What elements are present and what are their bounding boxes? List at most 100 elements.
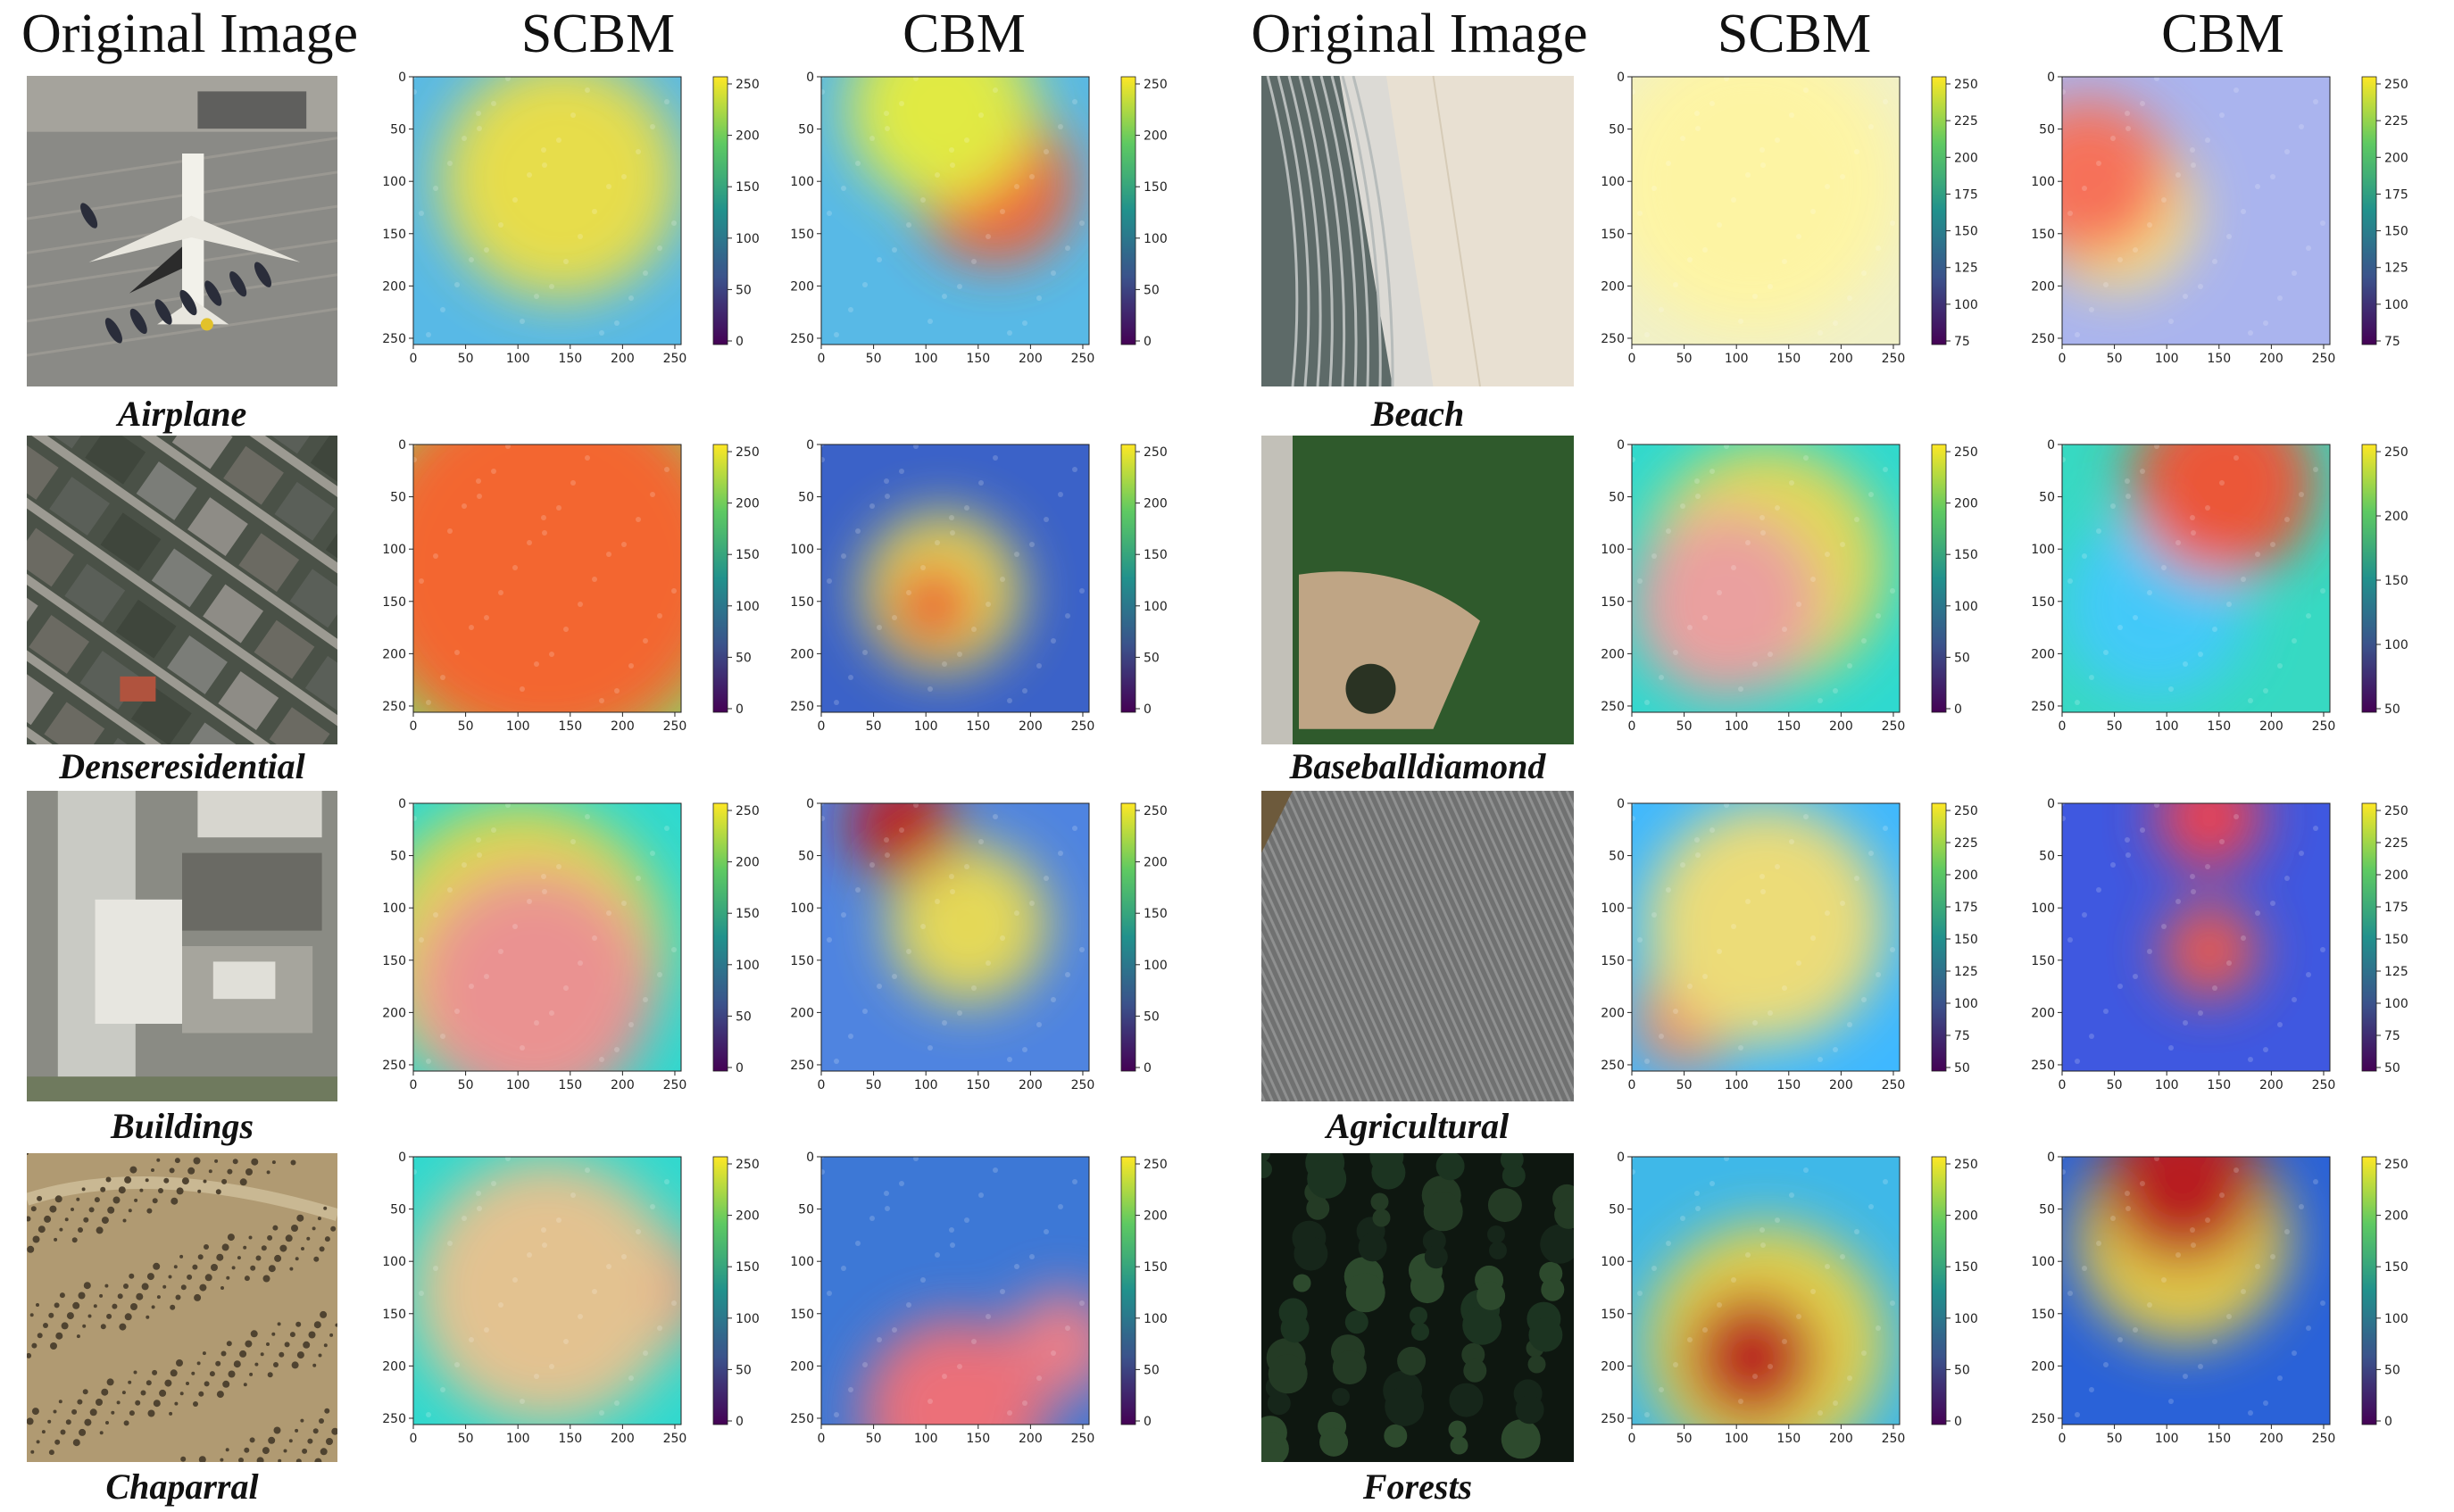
colorbar-tick-label: 100 bbox=[736, 959, 760, 973]
scbm-heatmap-agricultural: 0 50 100 150 200 250 0 50 100 150 200 250 250 225 200 1… bbox=[1589, 791, 1989, 1112]
colorbar-tick-label: 50 bbox=[736, 283, 752, 297]
x-tick-label: 250 bbox=[663, 719, 687, 734]
colorbar-tick-label: 200 bbox=[1954, 151, 1978, 165]
x-tick-label: 0 bbox=[818, 1432, 826, 1446]
y-tick-label: 150 bbox=[382, 228, 406, 242]
colorbar-tick-label: 200 bbox=[1954, 1209, 1978, 1224]
y-tick-label: 0 bbox=[2047, 438, 2055, 453]
x-tick-label: 0 bbox=[1628, 1432, 1636, 1446]
y-tick-label: 100 bbox=[1601, 1255, 1625, 1269]
x-tick-label: 0 bbox=[2059, 719, 2067, 734]
x-tick-label: 0 bbox=[1628, 352, 1636, 366]
colorbar bbox=[712, 1156, 728, 1425]
x-tick-label: 50 bbox=[1676, 1432, 1693, 1446]
colorbar-tick-label: 150 bbox=[736, 180, 760, 195]
x-tick-label: 150 bbox=[966, 719, 990, 734]
colorbar-tick-label: 50 bbox=[736, 1363, 752, 1377]
original-image-agricultural bbox=[1261, 791, 1574, 1101]
heat-blob bbox=[2102, 1157, 2263, 1264]
colorbar-tick-label: 250 bbox=[736, 78, 760, 92]
x-tick-label: 0 bbox=[818, 1078, 826, 1092]
plot-frame bbox=[820, 76, 1090, 345]
y-tick-label: 50 bbox=[2039, 850, 2055, 864]
colorbar-tick-label: 50 bbox=[2384, 1363, 2400, 1377]
x-tick-label: 150 bbox=[966, 1432, 990, 1446]
colorbar-tick-label: 250 bbox=[2384, 1158, 2408, 1172]
x-tick-label: 0 bbox=[410, 719, 418, 734]
header-original-image-left: Original Image bbox=[21, 4, 359, 64]
y-tick-label: 250 bbox=[790, 1412, 814, 1426]
y-tick-label: 100 bbox=[1601, 175, 1625, 189]
y-tick-label: 200 bbox=[1601, 647, 1625, 661]
x-tick-label: 100 bbox=[2155, 1078, 2179, 1092]
colorbar-tick-label: 200 bbox=[736, 856, 760, 870]
x-tick-label: 250 bbox=[2312, 352, 2336, 366]
colorbar-tick-label: 50 bbox=[736, 1009, 752, 1024]
x-tick-label: 200 bbox=[611, 1078, 635, 1092]
x-tick-label: 0 bbox=[1628, 719, 1636, 734]
colorbar-tick-label: 0 bbox=[1954, 702, 1962, 717]
heat-blob bbox=[2062, 98, 2169, 259]
original-image-forest bbox=[1261, 1153, 1574, 1462]
x-tick-label: 200 bbox=[1829, 1432, 1853, 1446]
colorbar-tick-label: 175 bbox=[2384, 187, 2408, 202]
y-tick-label: 250 bbox=[790, 332, 814, 346]
colorbar bbox=[1931, 444, 1947, 713]
heat-blob bbox=[1632, 511, 1819, 699]
x-tick-label: 200 bbox=[1019, 352, 1043, 366]
x-tick-label: 200 bbox=[2259, 1078, 2283, 1092]
y-tick-label: 250 bbox=[790, 700, 814, 714]
x-tick-label: 100 bbox=[1725, 719, 1749, 734]
y-tick-label: 150 bbox=[1601, 1308, 1625, 1322]
colorbar-tick-label: 150 bbox=[1954, 1260, 1978, 1275]
y-tick-label: 150 bbox=[382, 1308, 406, 1322]
heat-blob bbox=[894, 565, 974, 645]
x-tick-label: 0 bbox=[410, 1432, 418, 1446]
colorbar-tick-label: 150 bbox=[1144, 180, 1168, 195]
x-tick-label: 250 bbox=[1882, 719, 1906, 734]
x-tick-label: 100 bbox=[2155, 719, 2179, 734]
y-tick-label: 200 bbox=[1601, 1006, 1625, 1020]
y-tick-label: 150 bbox=[790, 954, 814, 968]
x-tick-label: 250 bbox=[1071, 352, 1095, 366]
heat-blob bbox=[413, 870, 654, 1071]
colorbar-tick-label: 0 bbox=[1144, 702, 1152, 717]
original-image-chaparral bbox=[27, 1153, 337, 1462]
y-tick-label: 200 bbox=[790, 1359, 814, 1374]
colorbar-tick-label: 125 bbox=[2384, 965, 2408, 979]
class-label-agricultural: Agricultural bbox=[1326, 1106, 1510, 1146]
colorbar-tick-label: 150 bbox=[2384, 225, 2408, 239]
x-tick-label: 50 bbox=[866, 1078, 882, 1092]
colorbar-tick-label: 200 bbox=[1144, 1209, 1168, 1224]
x-tick-label: 50 bbox=[458, 719, 474, 734]
plot-frame bbox=[1631, 802, 1901, 1072]
colorbar-tick-label: 100 bbox=[2384, 638, 2408, 652]
y-tick-label: 200 bbox=[790, 1006, 814, 1020]
colorbar bbox=[712, 802, 728, 1072]
y-tick-label: 200 bbox=[1601, 279, 1625, 294]
heat-blob bbox=[440, 77, 681, 299]
x-tick-label: 50 bbox=[458, 352, 474, 366]
y-tick-label: 0 bbox=[2047, 1151, 2055, 1165]
colorbar-tick-label: 150 bbox=[2384, 1260, 2408, 1275]
x-tick-label: 100 bbox=[914, 1078, 938, 1092]
colorbar-tick-label: 150 bbox=[2384, 933, 2408, 947]
original-image-baseball bbox=[1261, 436, 1574, 744]
colorbar-tick-label: 250 bbox=[1954, 78, 1978, 92]
colorbar-tick-label: 100 bbox=[1144, 600, 1168, 614]
x-tick-label: 50 bbox=[1676, 352, 1693, 366]
colorbar-tick-label: 150 bbox=[1144, 907, 1168, 921]
y-tick-label: 250 bbox=[382, 1412, 406, 1426]
class-label-airplane: Airplane bbox=[117, 394, 247, 434]
original-image-beach bbox=[1261, 76, 1574, 386]
x-tick-label: 50 bbox=[866, 719, 882, 734]
y-tick-label: 200 bbox=[2031, 1359, 2055, 1374]
y-tick-label: 100 bbox=[790, 901, 814, 916]
y-tick-label: 200 bbox=[1601, 1359, 1625, 1374]
x-tick-label: 0 bbox=[2059, 1432, 2067, 1446]
colorbar-tick-label: 100 bbox=[2384, 1312, 2408, 1326]
cbm-heatmap-chaparral: 0 50 100 150 200 250 0 50 100 150 200 250 250 200 150 1… bbox=[778, 1144, 1178, 1466]
colorbar-tick-label: 100 bbox=[2384, 997, 2408, 1011]
y-tick-label: 250 bbox=[1601, 1412, 1625, 1426]
plot-frame bbox=[1631, 76, 1901, 345]
